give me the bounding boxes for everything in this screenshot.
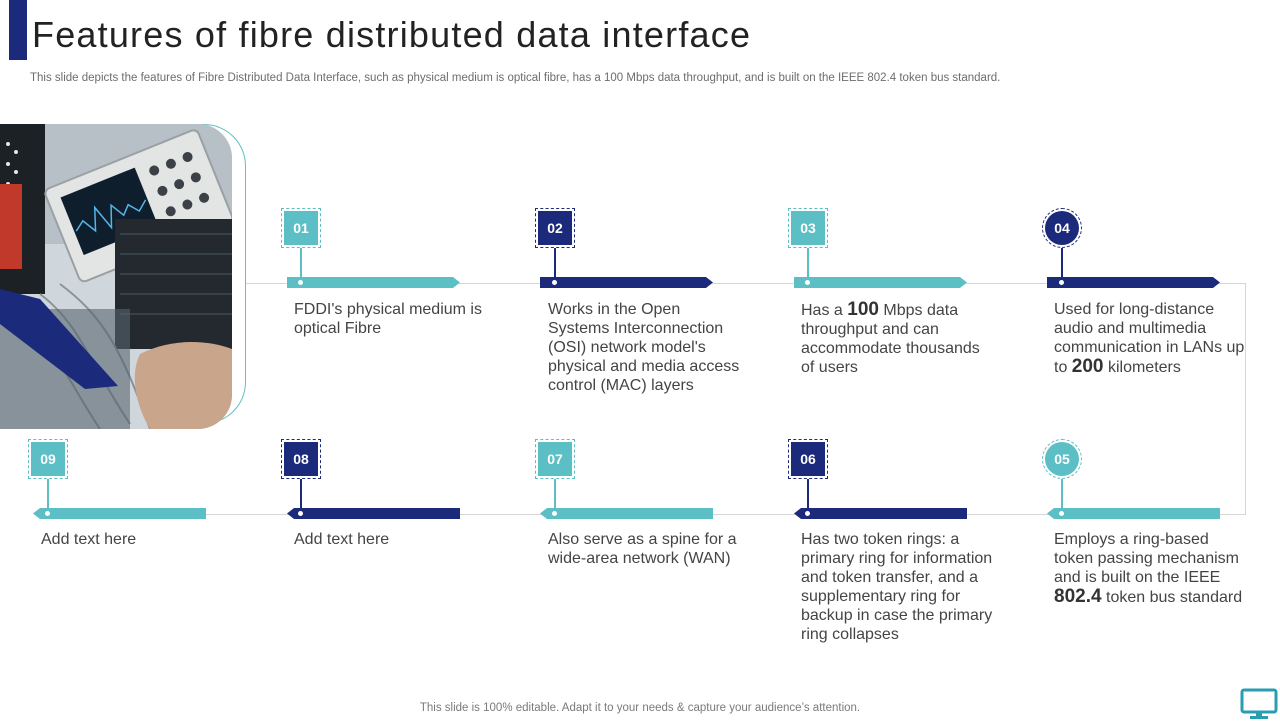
badge-stem (554, 479, 556, 514)
title-accent-bar (9, 0, 27, 60)
badge-stem (554, 248, 556, 283)
feature-text: Has a 100 Mbps data throughput and can a… (801, 300, 996, 377)
badge-ring (535, 208, 575, 248)
feature-text: FDDI's physical medium is optical Fibre (294, 301, 482, 337)
badge-ring (788, 439, 828, 479)
bar-dot (805, 280, 810, 285)
text-pre: Employs a ring-based token passing mecha… (1054, 531, 1239, 586)
bar-dot (298, 511, 303, 516)
feature-bar (794, 508, 967, 519)
feature-bar (540, 508, 713, 519)
text-pre: Has a (801, 302, 843, 319)
number-badge: 08 (284, 442, 318, 476)
feature-text: Works in the Open Systems Interconnectio… (548, 301, 740, 394)
monitor-icon (1240, 688, 1278, 725)
feature-bar (1047, 508, 1220, 519)
text-post: kilometers (1107, 359, 1181, 376)
badge-ring (535, 439, 575, 479)
bar-dot (1059, 280, 1064, 285)
badge-stem (47, 479, 49, 514)
number-badge: 02 (538, 211, 572, 245)
number-badge: 01 (284, 211, 318, 245)
photo-icon (0, 124, 232, 429)
number-badge: 06 (791, 442, 825, 476)
badge-ring (281, 439, 321, 479)
badge-ring (1042, 208, 1082, 248)
text-highlight: 100 (847, 299, 879, 320)
badge-stem (1061, 248, 1063, 283)
feature-bar (794, 277, 967, 288)
number-badge: 09 (31, 442, 65, 476)
feature-bar (1047, 277, 1220, 288)
slide-title: Features of fibre distributed data inter… (32, 14, 752, 55)
feature-text: Employs a ring-based token passing mecha… (1054, 530, 1244, 607)
number-badge: 07 (538, 442, 572, 476)
badge-ring (28, 439, 68, 479)
bar-dot (298, 280, 303, 285)
number-badge: 03 (791, 211, 825, 245)
text-post: token bus standard (1106, 589, 1243, 606)
bar-dot (552, 280, 557, 285)
text-highlight: 802.4 (1054, 586, 1102, 607)
badge-ring (281, 208, 321, 248)
text-post: Mbps data throughput and can accommodate… (801, 302, 980, 376)
badge-stem (300, 479, 302, 514)
text-highlight: 200 (1071, 356, 1104, 377)
feature-text: Add text here (294, 531, 390, 548)
connector-line-top (246, 283, 1246, 284)
badge-ring (788, 208, 828, 248)
badge-stem (1061, 479, 1063, 514)
bar-dot (1059, 511, 1064, 516)
feature-text: Add text here (41, 531, 137, 548)
number-badge: 04 (1045, 211, 1079, 245)
bar-dot (552, 511, 557, 516)
feature-bar (33, 508, 206, 519)
slide-footer: This slide is 100% editable. Adapt it to… (419, 702, 861, 714)
feature-bar (540, 277, 713, 288)
feature-bar (287, 277, 460, 288)
feature-bar (287, 508, 460, 519)
bar-dot (805, 511, 810, 516)
feature-text: Also serve as a spine for a wide-area ne… (548, 531, 737, 567)
feature-text: Has two token rings: a primary ring for … (801, 531, 993, 643)
badge-stem (807, 248, 809, 283)
bar-dot (45, 511, 50, 516)
badge-stem (807, 479, 809, 514)
equipment-photo (0, 124, 232, 429)
badge-ring (1042, 439, 1082, 479)
feature-text: Used for long-distance audio and multime… (1054, 300, 1249, 377)
connector-line-right (1245, 283, 1246, 514)
text-pre: Used for long-distance audio and multime… (1054, 301, 1245, 376)
number-badge: 05 (1045, 442, 1079, 476)
slide-subtitle: This slide depicts the features of Fibre… (30, 72, 1001, 84)
badge-stem (300, 248, 302, 283)
